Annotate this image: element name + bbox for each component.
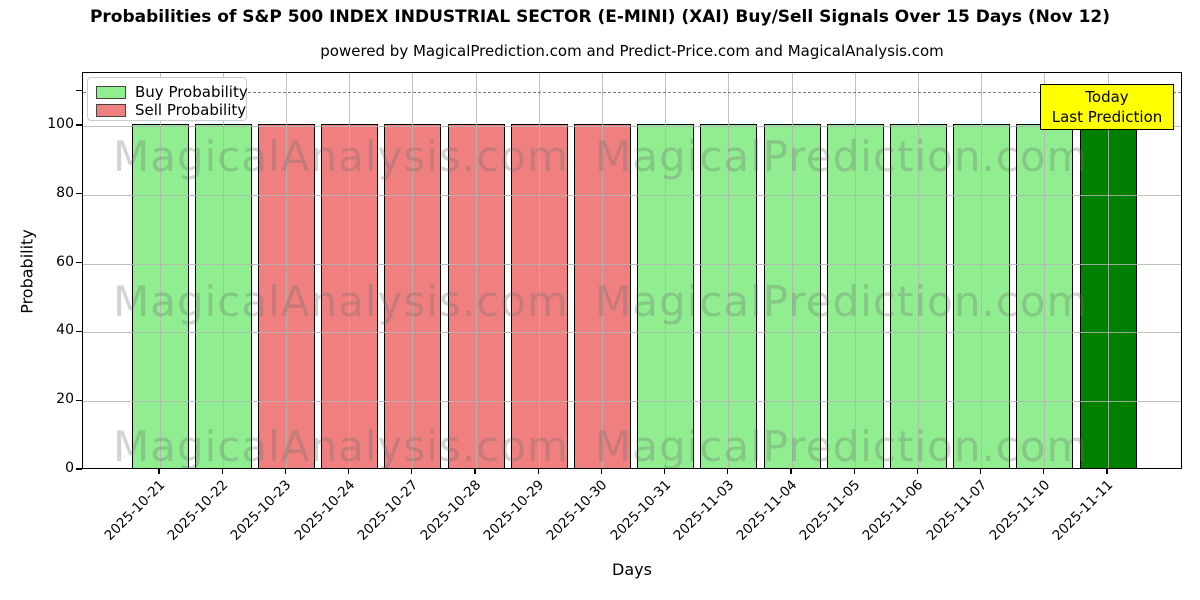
x-tick-mark-2025-11-05 — [853, 469, 855, 474]
vertical-gridline-2025-10-24 — [349, 73, 351, 468]
horizontal-gridline-40 — [83, 332, 1181, 334]
x-tick-mark-2025-10-22 — [221, 469, 223, 474]
x-tick-mark-2025-11-07 — [979, 469, 982, 474]
vertical-gridline-2025-11-06 — [917, 73, 919, 468]
chart-title: Probabilities of S&P 500 INDEX INDUSTRIA… — [89, 7, 1111, 27]
watermark-prediction-2: MagicalPrediction.com — [595, 422, 1089, 469]
legend-row-sell: Sell Probability — [96, 101, 246, 119]
y-tick-label-80: 80 — [56, 184, 74, 201]
y-tick-label-60: 60 — [56, 253, 74, 270]
sell-color-swatch — [96, 103, 126, 117]
legend-label-buy: Buy Probability — [135, 83, 248, 101]
today-annotation-line2: Last Prediction — [1051, 108, 1163, 126]
horizontal-gridline-100 — [83, 126, 1181, 127]
x-tick-mark-2025-10-29 — [537, 469, 539, 474]
y-tick-mark-40 — [76, 330, 82, 333]
y-tick-mark-80 — [76, 193, 82, 195]
y-axis-label: Probability — [17, 229, 37, 314]
vertical-gridline-2025-11-03 — [728, 73, 730, 468]
buy-color-swatch — [96, 85, 126, 99]
today-annotation-line1: Today — [1085, 88, 1129, 106]
vertical-gridline-2025-10-27 — [412, 73, 414, 468]
x-tick-mark-2025-11-06 — [916, 469, 919, 474]
y-tick-mark-110 — [76, 89, 82, 92]
x-tick-mark-2025-10-31 — [663, 469, 666, 474]
vertical-gridline-2025-10-23 — [285, 73, 287, 468]
watermark-analysis-0: MagicalAnalysis.com — [113, 132, 569, 181]
x-axis-label: Days — [612, 560, 652, 579]
x-tick-mark-2025-10-24 — [347, 469, 350, 474]
x-tick-mark-2025-10-23 — [284, 469, 287, 474]
y-tick-label-40: 40 — [56, 322, 74, 339]
y-tick-mark-60 — [76, 261, 82, 264]
vertical-gridline-2025-10-22 — [222, 73, 224, 468]
vertical-gridline-2025-11-04 — [791, 73, 793, 468]
dashed-threshold-line — [83, 91, 1181, 93]
horizontal-gridline-20 — [83, 401, 1181, 403]
x-tick-label-2025-10-21: 2025-10-21 — [101, 477, 169, 544]
x-tick-mark-2025-10-30 — [600, 469, 603, 474]
y-tick-label-0: 0 — [65, 460, 74, 476]
vertical-gridline-2025-10-28 — [475, 73, 477, 468]
vertical-gridline-2025-11-10 — [1044, 73, 1046, 468]
x-tick-mark-2025-11-03 — [727, 469, 729, 474]
x-tick-mark-2025-10-27 — [411, 469, 413, 474]
legend-label-sell: Sell Probability — [135, 101, 247, 119]
watermark-analysis-1: MagicalAnalysis.com — [113, 277, 569, 326]
x-tick-mark-2025-10-21 — [158, 469, 160, 474]
chart-subtitle: powered by MagicalPrediction.com and Pre… — [320, 42, 944, 60]
x-tick-mark-2025-11-10 — [1043, 469, 1045, 474]
legend: Buy Probability Sell Probability — [87, 77, 248, 121]
plot-area: Buy Probability Sell Probability Today L… — [82, 72, 1182, 469]
x-tick-mark-2025-11-11 — [1106, 469, 1108, 474]
vertical-gridline-2025-11-11 — [1107, 73, 1109, 468]
vertical-gridline-2025-11-07 — [981, 73, 983, 468]
y-tick-mark-20 — [76, 399, 82, 401]
watermark-analysis-2: MagicalAnalysis.com — [113, 422, 569, 469]
horizontal-gridline-80 — [83, 194, 1181, 196]
vertical-gridline-2025-10-29 — [538, 73, 540, 468]
y-tick-label-20: 20 — [56, 391, 74, 408]
vertical-gridline-2025-11-05 — [854, 73, 856, 468]
vertical-gridline-2025-10-21 — [159, 73, 161, 468]
horizontal-gridline-60 — [83, 263, 1181, 265]
y-tick-mark-0 — [76, 468, 82, 470]
watermark-prediction-1: MagicalPrediction.com — [595, 277, 1089, 326]
y-tick-mark-100 — [76, 124, 82, 126]
vertical-gridline-2025-10-30 — [601, 73, 603, 468]
today-annotation: Today Last Prediction — [1040, 84, 1174, 130]
legend-row-buy: Buy Probability — [96, 83, 248, 101]
y-tick-label-100: 100 — [47, 116, 74, 132]
x-tick-mark-2025-10-28 — [474, 469, 476, 474]
x-tick-mark-2025-11-04 — [790, 469, 792, 474]
watermark-prediction-0: MagicalPrediction.com — [595, 132, 1089, 181]
vertical-gridline-2025-10-31 — [665, 73, 667, 468]
